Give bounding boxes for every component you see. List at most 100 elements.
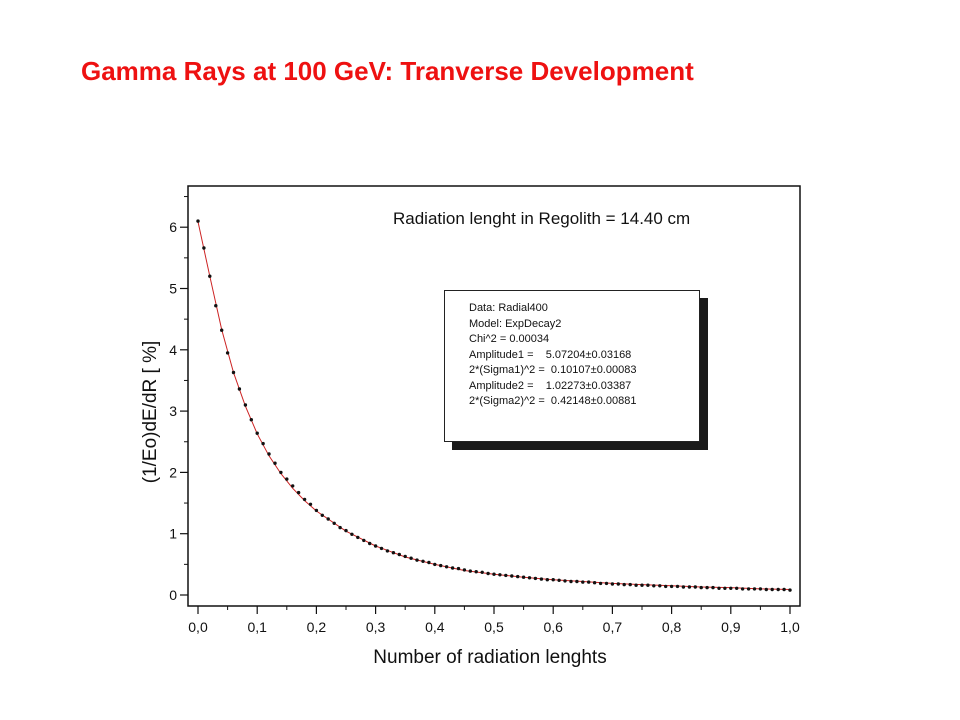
data-point — [539, 577, 544, 581]
x-tick-label: 0,7 — [603, 619, 623, 635]
data-point — [616, 582, 620, 586]
data-point — [332, 521, 336, 525]
data-point — [373, 544, 378, 548]
data-point — [634, 583, 638, 587]
data-point — [598, 581, 603, 586]
y-tick-label: 2 — [169, 464, 177, 480]
y-axis-label: (1/Eo)dE/dR [ %] — [140, 341, 161, 484]
radiation-length-annotation: Radiation lenght in Regolith = 14.40 cm — [393, 209, 690, 228]
data-point — [622, 582, 626, 587]
data-point — [196, 219, 200, 223]
fit-results-box: Data: Radial400 Model: ExpDecay2 Chi^2 =… — [444, 290, 700, 442]
data-point — [237, 387, 242, 391]
data-point — [717, 586, 721, 590]
data-point — [225, 351, 230, 355]
data-point — [521, 575, 526, 579]
data-point — [498, 573, 502, 577]
data-point — [279, 470, 283, 475]
data-point — [433, 562, 437, 567]
data-point — [545, 578, 549, 582]
data-point — [516, 574, 520, 579]
data-point — [646, 583, 650, 587]
data-point — [492, 572, 496, 576]
data-point — [450, 566, 455, 570]
data-point — [681, 585, 686, 589]
data-point — [231, 370, 236, 375]
x-axis-label: Number of radiation lenghts — [373, 647, 606, 668]
y-axis-ticks: 0 1 2 3 4 5 6 — [169, 196, 188, 603]
data-point — [527, 576, 532, 580]
data-point — [587, 580, 591, 584]
data-point — [456, 566, 461, 571]
data-point — [746, 587, 751, 591]
data-point — [350, 532, 354, 536]
x-tick-label: 0,3 — [366, 619, 386, 635]
data-point — [504, 573, 508, 578]
data-point — [723, 586, 727, 590]
data-points — [196, 219, 792, 592]
data-point — [699, 585, 703, 590]
data-point — [782, 587, 786, 592]
data-point — [403, 554, 407, 559]
data-point — [557, 578, 561, 582]
data-point — [788, 588, 792, 592]
data-point — [362, 538, 366, 543]
data-point — [444, 565, 449, 569]
data-point — [551, 578, 555, 582]
data-point — [320, 513, 324, 517]
x-axis-ticks: 0,0 0,1 0,2 0,3 0,4 0,5 0,6 0,7 0,8 0,9 1,0 — [188, 606, 800, 635]
fit-line-amplitude1: Amplitude1 = 5.07204±0.03168 — [469, 348, 632, 361]
data-point — [640, 583, 644, 587]
x-tick-label: 0,4 — [425, 619, 445, 635]
data-point — [740, 587, 745, 591]
data-point — [610, 582, 615, 586]
data-point — [409, 556, 413, 560]
slide-title: Gamma Rays at 100 GeV: Tranverse Develop… — [81, 56, 694, 86]
data-point — [468, 569, 472, 573]
x-tick-label: 0,0 — [188, 619, 208, 635]
data-point — [474, 570, 478, 574]
data-point — [273, 461, 277, 465]
x-tick-label: 0,5 — [484, 619, 504, 635]
y-tick-label: 6 — [169, 219, 177, 235]
data-point — [397, 552, 401, 557]
data-point — [368, 541, 372, 546]
data-point — [687, 585, 692, 589]
data-point — [658, 584, 662, 588]
y-tick-label: 1 — [169, 526, 177, 542]
x-tick-label: 0,2 — [307, 619, 327, 635]
data-point — [296, 490, 301, 495]
data-point — [764, 587, 768, 592]
y-tick-label: 0 — [169, 587, 177, 603]
data-point — [758, 587, 763, 591]
y-tick-label: 5 — [169, 281, 177, 297]
data-point — [308, 502, 313, 506]
data-point — [729, 586, 733, 590]
data-point — [421, 559, 425, 563]
fit-line-data: Data: Radial400 — [469, 302, 548, 314]
x-tick-label: 0,9 — [721, 619, 741, 635]
data-point — [356, 535, 360, 540]
data-point — [326, 517, 330, 521]
x-tick-label: 0,1 — [247, 619, 267, 635]
fit-line-sigma2: 2*(Sigma2)^2 = 0.42148±0.00881 — [469, 395, 637, 407]
data-point — [669, 584, 674, 589]
data-point — [628, 582, 632, 587]
data-point — [220, 328, 224, 332]
data-point — [415, 558, 419, 562]
data-point — [776, 587, 780, 592]
data-point — [285, 477, 289, 481]
data-point — [575, 579, 579, 584]
data-point — [202, 246, 206, 250]
data-point — [439, 563, 443, 568]
data-point — [302, 497, 307, 502]
data-point — [664, 584, 668, 589]
data-point — [391, 551, 396, 555]
data-point — [752, 587, 757, 591]
data-point — [267, 452, 271, 456]
data-point — [563, 579, 567, 583]
data-point — [604, 581, 609, 586]
data-point — [480, 570, 484, 574]
fit-line-sigma1: 2*(Sigma1)^2 = 0.10107±0.00083 — [469, 364, 637, 376]
